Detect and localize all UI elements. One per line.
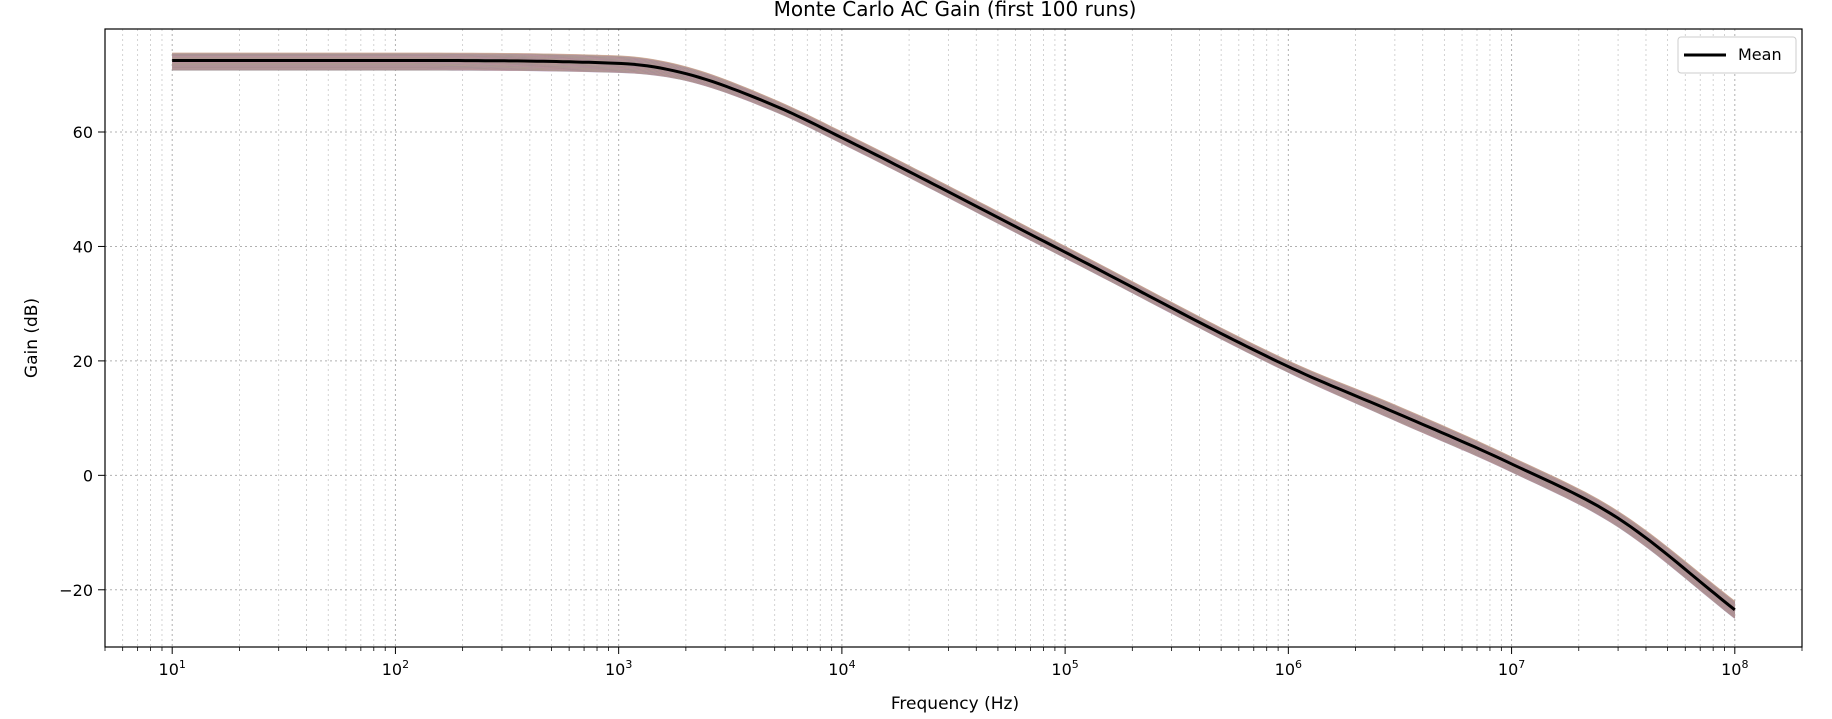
legend-box (1677, 36, 1797, 74)
y-axis: 60 40 20 0 −20 (59, 123, 105, 600)
x-tick-label: 108 (1721, 658, 1748, 679)
y-tick-label: 20 (73, 352, 93, 371)
mean-series (172, 59, 1736, 611)
y-tick-label: −20 (59, 581, 93, 600)
legend: Mean (1677, 36, 1797, 74)
x-axis-label: Frequency (Hz) (891, 694, 1019, 714)
mean-line (172, 59, 1736, 611)
x-axis: 101 102 103 104 105 106 107 108 (104, 647, 1803, 679)
grid (104, 29, 1803, 647)
plot-area-frame (104, 28, 1803, 648)
x-tick-label: 101 (159, 658, 186, 679)
y-tick-label: 0 (83, 466, 93, 485)
x-tick-label: 104 (828, 658, 855, 679)
y-axis-label: Gain (dB) (22, 298, 42, 378)
x-tick-label: 107 (1498, 658, 1525, 679)
x-tick-label: 102 (382, 658, 409, 679)
chart-title: Monte Carlo AC Gain (first 100 runs) (774, 0, 1137, 21)
x-tick-label: 105 (1051, 658, 1078, 679)
y-tick-label: 60 (73, 123, 93, 142)
x-tick-label: 103 (605, 658, 632, 679)
run-line (172, 52, 1736, 602)
legend-mean-label: Mean (1738, 45, 1782, 64)
x-tick-label: 106 (1275, 658, 1302, 679)
y-tick-label: 40 (73, 237, 93, 256)
